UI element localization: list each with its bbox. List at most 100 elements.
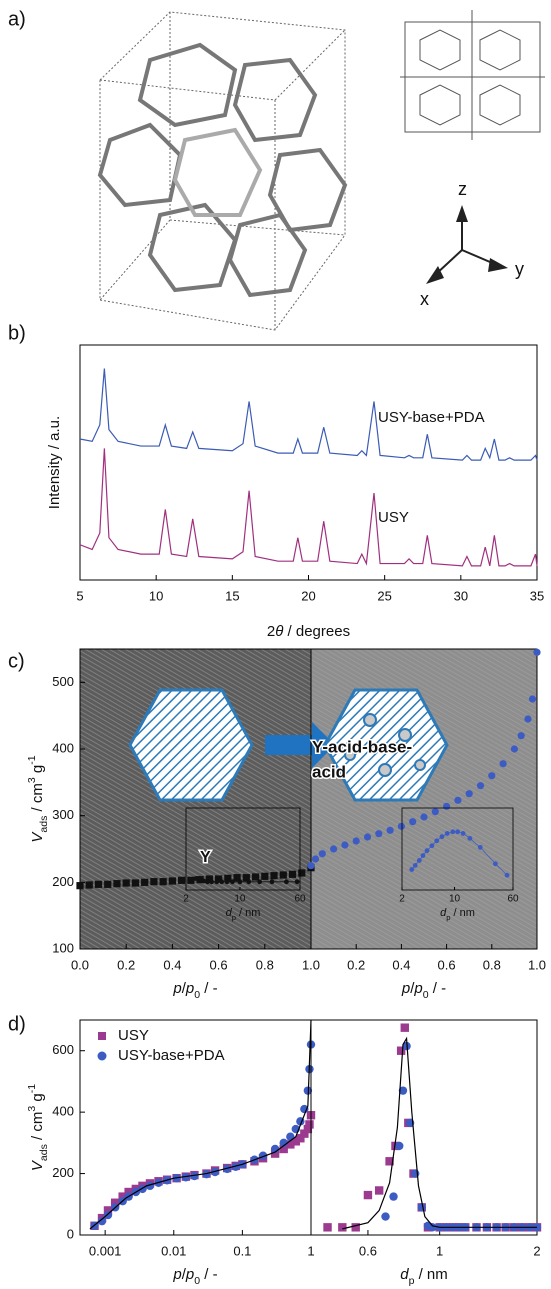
marker: [323, 1223, 332, 1232]
marker: [439, 834, 445, 840]
marker: [434, 838, 440, 844]
x-tick-label: 0.6: [359, 1243, 377, 1258]
y-tick-label: 600: [52, 1042, 74, 1057]
panel-label: d): [8, 1013, 26, 1035]
marker: [412, 863, 418, 868]
label-part: p: [172, 1266, 181, 1283]
marker: [224, 879, 230, 885]
y-tick-label: 400: [52, 1104, 74, 1119]
label-part: / cm: [29, 783, 46, 816]
series-line: [79, 448, 538, 567]
label-part: d: [440, 907, 447, 919]
label-part: θ: [275, 623, 283, 640]
marker: [305, 1120, 314, 1129]
marker: [454, 796, 462, 804]
label-part: d: [226, 907, 233, 919]
marker: [222, 1164, 232, 1174]
marker: [257, 879, 263, 885]
marker: [113, 880, 121, 888]
marker: [528, 695, 537, 703]
axis-label: p/p0 / -: [401, 980, 446, 1001]
marker: [205, 875, 213, 883]
label-part: 3: [26, 777, 38, 783]
marker: [178, 876, 186, 884]
marker: [190, 1171, 199, 1181]
axis-label: dp / nm: [226, 907, 261, 922]
y-tick-label: 300: [52, 807, 74, 822]
legend-label: USY-base+PDA: [118, 1047, 225, 1064]
label-part: /: [182, 1266, 187, 1283]
marker: [159, 878, 167, 886]
label-part: ads: [38, 1144, 50, 1161]
x-tick-label: 10: [449, 894, 461, 905]
marker: [450, 829, 456, 835]
x-tick-label: 15: [225, 588, 239, 603]
marker: [389, 1192, 398, 1201]
marker: [286, 1140, 295, 1149]
y-tick-label: 500: [52, 674, 74, 689]
marker: [296, 1134, 305, 1143]
axis-label: 2θ / degrees: [267, 623, 350, 640]
marker: [242, 874, 250, 882]
marker: [524, 715, 532, 723]
marker: [279, 1138, 288, 1148]
marker: [205, 879, 210, 885]
x-tick-label: 0.01: [161, 1243, 186, 1258]
marker: [420, 813, 428, 821]
marker: [467, 835, 473, 841]
marker: [94, 880, 103, 888]
marker: [233, 874, 241, 882]
label-part: / nm: [236, 907, 260, 919]
marker: [417, 1203, 426, 1212]
label-part: p: [446, 913, 450, 922]
x-tick-label: 0.6: [210, 957, 228, 972]
x-tick-label: 10: [149, 588, 163, 603]
marker: [104, 880, 112, 888]
x-tick-label: 1: [436, 1243, 443, 1258]
label-part: p: [401, 980, 410, 997]
x-tick-label: 0.8: [483, 957, 501, 972]
x-tick-label: 1: [307, 1243, 314, 1258]
label-part: p: [185, 980, 194, 997]
legend-marker: [97, 1051, 107, 1061]
label-part: ads: [38, 816, 50, 833]
x-tick-label: 1.0: [528, 957, 546, 972]
marker: [330, 845, 338, 853]
marker: [424, 848, 430, 854]
label-part: 0: [194, 989, 200, 1001]
x-tick-label: 0.6: [438, 957, 456, 972]
marker: [215, 875, 223, 883]
series-line: [342, 1036, 537, 1230]
axis-label: Vads / cm3 g-1: [26, 1084, 50, 1171]
label-part: /: [410, 980, 415, 997]
marker: [303, 1124, 313, 1134]
x-tick-label: 0.1: [233, 1243, 251, 1258]
marker: [269, 879, 275, 885]
x-tick-label: 30: [454, 588, 468, 603]
x-tick-label: 35: [530, 588, 544, 603]
axis-label: p/p0 / -: [172, 1266, 217, 1287]
label-part: -1: [26, 1084, 38, 1093]
marker: [85, 881, 93, 889]
zeolite-structure: [97, 10, 545, 331]
marker: [300, 1129, 309, 1138]
marker: [251, 873, 260, 881]
panel-label: a): [8, 8, 26, 30]
marker: [118, 1192, 127, 1201]
marker: [181, 1173, 191, 1182]
marker: [294, 879, 300, 885]
marker: [286, 1132, 295, 1141]
plot-frame: [79, 344, 538, 581]
marker: [202, 1169, 211, 1179]
label-part: 2: [267, 623, 275, 640]
series-line: [89, 1019, 312, 1230]
axis-label: y: [515, 259, 524, 279]
axis-label: dp / nm: [400, 1266, 448, 1287]
marker: [201, 878, 207, 884]
marker: [504, 872, 510, 878]
label-part: p: [185, 1266, 194, 1283]
panel-label: c): [8, 650, 25, 672]
axis-label: x: [420, 289, 429, 309]
x-tick-label: 0.2: [117, 957, 135, 972]
